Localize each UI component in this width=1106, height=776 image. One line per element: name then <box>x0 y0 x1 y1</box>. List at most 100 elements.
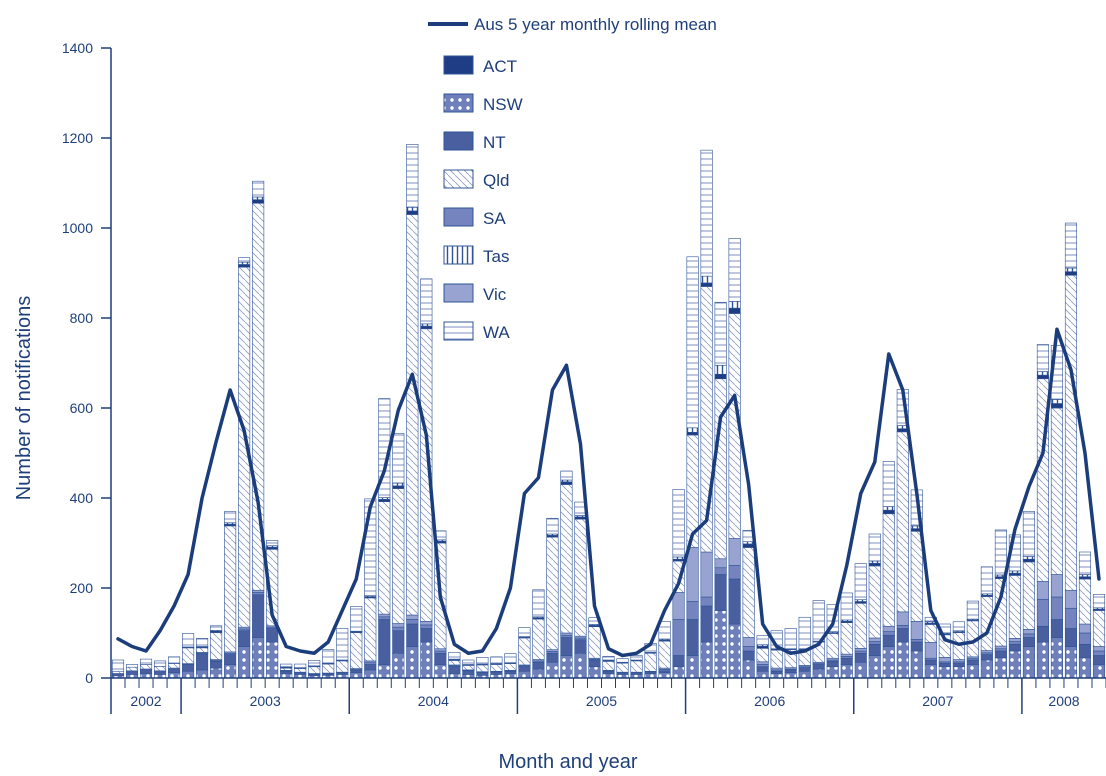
bar-stack <box>420 278 433 679</box>
bar-segment-sa <box>420 624 433 629</box>
bar-segment-wa <box>1036 344 1049 372</box>
bar-segment-vic <box>854 647 867 652</box>
bar-segment-tas <box>238 261 251 265</box>
bar-segment-qld <box>588 626 601 659</box>
bar-segment-wa <box>322 649 335 664</box>
bar-segment-nsw <box>1008 650 1021 679</box>
bar-stack <box>168 656 181 679</box>
bar-segment-nsw <box>1064 646 1078 679</box>
bar-segment-sa <box>742 646 755 652</box>
bar-segment-wa <box>798 616 811 650</box>
legend: Aus 5 year monthly rolling mean ACT NSW … <box>428 15 717 342</box>
bar-segment-tas <box>1036 371 1049 376</box>
bar-segment-nsw <box>896 641 909 679</box>
bar-stack <box>714 301 727 679</box>
bar-segment-qld <box>125 666 139 672</box>
bar-stack <box>294 663 307 679</box>
bar-segment-nsw <box>518 670 531 679</box>
bar-segment-nsw <box>700 641 713 679</box>
bar-segment-qld <box>644 652 657 672</box>
bar-segment-wa <box>700 149 713 277</box>
bar-segment-nt <box>364 664 377 671</box>
bar-segment-vic <box>686 547 699 602</box>
bar-segment-wa <box>224 511 237 524</box>
bar-stack <box>756 635 769 679</box>
bar-segment-wa <box>182 633 195 648</box>
bar-segment-sa <box>1050 596 1063 620</box>
bar-segment-qld <box>602 661 615 671</box>
y-tick-label: 600 <box>70 400 94 416</box>
bar-segment-nt <box>770 670 783 674</box>
bar-segment-sa <box>714 567 727 575</box>
bar-segment-nsw <box>1092 664 1106 679</box>
bar-segment-act <box>714 373 727 380</box>
bar-segment-nsw <box>210 667 223 679</box>
bar-stack <box>1092 593 1106 679</box>
bar-segment-vic <box>420 620 433 626</box>
bar-stack <box>574 501 587 679</box>
legend-label-tas: Tas <box>483 247 509 266</box>
bar-segment-nsw <box>168 672 181 679</box>
bar-segment-wa <box>532 589 545 618</box>
bar-stack <box>448 652 461 679</box>
bar-segment-nsw <box>266 641 279 679</box>
bar-segment-sa <box>392 626 405 632</box>
bar-segment-nt <box>125 670 139 675</box>
bar-segment-vic <box>840 653 853 657</box>
y-tick-label: 800 <box>70 310 94 326</box>
bar-segment-qld <box>770 649 783 669</box>
bar-segment-nt <box>1092 655 1106 665</box>
bar-segment-nt <box>280 670 293 674</box>
bar-segment-wa <box>294 663 307 668</box>
bar-segment-wa <box>139 658 153 665</box>
bar-segment-nt <box>938 662 951 668</box>
bar-stack <box>672 489 685 679</box>
bar-segment-nsw <box>826 666 839 679</box>
legend-label-line: Aus 5 year monthly rolling mean <box>474 15 717 34</box>
bar-segment-wa <box>462 659 475 665</box>
bar-segment-qld <box>574 518 587 637</box>
bar-segment-nsw <box>812 668 825 679</box>
bar-segment-nt <box>588 659 601 668</box>
bar-segment-wa <box>420 278 433 325</box>
bar-segment-wa <box>210 625 223 631</box>
bar-segment-nt <box>896 628 909 643</box>
bar-segment-vic <box>434 648 447 652</box>
bar-stack <box>504 653 517 679</box>
bar-segment-act <box>1050 403 1063 409</box>
bar-segment-nt <box>210 661 223 669</box>
bar-segment-sa <box>700 596 713 607</box>
bar-segment-sa <box>1064 607 1078 629</box>
bar-segment-qld <box>840 622 853 655</box>
bar-stack <box>742 530 755 679</box>
bar-segment-qld <box>308 666 321 674</box>
bar-stack <box>728 238 741 679</box>
bar-segment-nsw <box>840 664 853 679</box>
bar-stack <box>602 656 615 679</box>
bar-segment-act <box>1022 558 1035 563</box>
bar-segment-nsw <box>182 670 195 679</box>
bar-segment-act <box>378 499 391 502</box>
bar-segment-qld <box>532 618 545 660</box>
y-tick-label: 0 <box>85 670 93 686</box>
bar-stack <box>966 600 979 679</box>
bar-segment-nt <box>378 619 391 665</box>
bar-stack <box>125 664 139 679</box>
bar-stack <box>770 630 783 679</box>
bar-stack <box>826 604 839 679</box>
bar-segment-wa <box>952 621 965 632</box>
bar-segment-wa <box>868 533 881 562</box>
bar-segment-act <box>700 282 713 287</box>
bar-stack <box>406 144 419 679</box>
bar-stack <box>252 180 265 679</box>
bar-segment-nsw <box>1022 646 1035 679</box>
legend-swatch-nt <box>443 131 474 151</box>
bar-segment-qld <box>490 664 503 672</box>
legend-label-wa: WA <box>483 323 510 342</box>
bar-segment-act <box>1078 576 1092 580</box>
bar-segment-wa <box>238 257 251 263</box>
bar-stack <box>1022 511 1035 679</box>
bar-segment-nt <box>154 670 167 675</box>
bar-segment-nt <box>266 628 279 643</box>
bar-segment-wa <box>280 663 293 668</box>
